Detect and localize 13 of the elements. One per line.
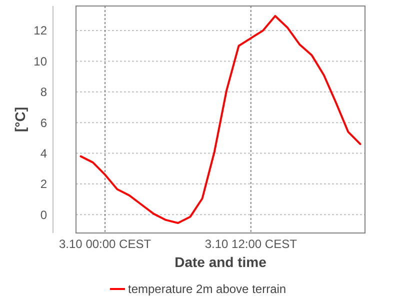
y-axis-title: [°C] <box>12 106 28 132</box>
legend-label: temperature 2m above terrain <box>128 282 286 296</box>
y-tick-label: 2 <box>40 177 48 192</box>
y-tick-label: 6 <box>40 116 48 130</box>
y-tick-label: 12 <box>34 24 48 38</box>
y-tick-label: 0 <box>40 208 48 222</box>
x-tick-label: 3.10 12:00 CEST <box>204 237 298 251</box>
line-series <box>80 14 362 224</box>
x-axis-title: Date and time <box>174 254 267 270</box>
y-tick-label: 8 <box>40 85 48 100</box>
y-tick-label: 10 <box>34 54 48 68</box>
y-tick-label: 4 <box>40 146 48 160</box>
x-tick-label: 3.10 00:00 CEST <box>59 237 152 251</box>
